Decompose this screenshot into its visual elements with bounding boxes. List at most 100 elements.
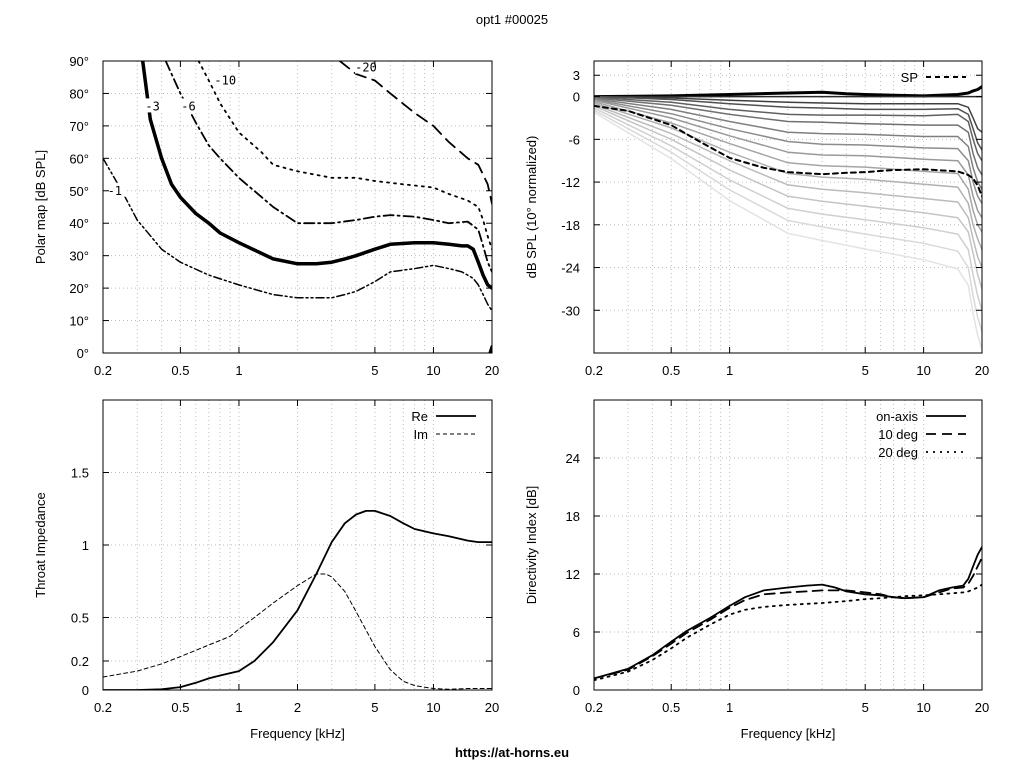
contour-label-bg (214, 72, 237, 87)
x-tick-label: 5 (371, 363, 378, 378)
y-tick-label: 50° (69, 184, 89, 199)
series-line-30 (594, 95, 982, 151)
x-tick-label: 1 (726, 363, 733, 378)
y-tick-label: 0.5 (71, 611, 89, 626)
legend-label: 10 deg (878, 427, 918, 442)
contour-label: -3 (145, 99, 159, 113)
y-tick-label: 3 (573, 68, 580, 83)
x-tick-label: 1 (235, 363, 242, 378)
series-line-sp (594, 104, 982, 198)
series-line-10 (197, 61, 492, 251)
legend-label: 20 deg (878, 445, 918, 460)
x-tick-label: 10 (426, 363, 440, 378)
y-tick-label: 12 (566, 567, 580, 582)
series-line-6 (164, 61, 492, 273)
series-line-0 (594, 85, 982, 99)
x-tick-label: 1 (726, 700, 733, 715)
series-line-1 (103, 157, 492, 312)
x-tick-label: 10 (916, 700, 930, 715)
x-tick-label: 10 (426, 700, 440, 715)
series-line-on-axis (594, 546, 982, 680)
y-tick-label: 10° (69, 314, 89, 329)
y-tick-label: 1 (82, 538, 89, 553)
series-line-40 (594, 96, 982, 162)
throat-impedance-panel: 0.2 0.5 1 2 5 10 20 0 0.2 0.5 1 1.5 Throat Impedance… (33, 399, 499, 741)
y-axis-label: Directivity Index [dB] (524, 486, 539, 605)
legend-label: on-axis (876, 409, 918, 424)
series-line-100 (594, 102, 982, 251)
plot-frame (593, 60, 983, 354)
y-axis-label: Polar map [dB SPL] (33, 150, 48, 264)
y-axis-label: dB SPL (10° normalized) (524, 136, 539, 279)
series-line-140 (594, 109, 982, 333)
x-tick-label: 2 (294, 700, 301, 715)
series-line-im (103, 573, 492, 690)
x-tick-label: 0.5 (662, 700, 680, 715)
legend-label: SP (901, 70, 918, 85)
y-tick-label: 6 (573, 625, 580, 640)
directivity-index-panel: 0.2 0.5 1 5 10 20 0 6 12 18 24 Directivity Index [d… (524, 399, 989, 741)
contour-label: -10 (214, 73, 236, 87)
series-line-80 (594, 99, 982, 219)
y-tick-label: 0 (82, 683, 89, 698)
x-tick-label: 0.5 (171, 700, 189, 715)
series-line-70 (594, 98, 982, 205)
plot-area (103, 61, 492, 353)
y-tick-label: 0 (573, 683, 580, 698)
y-tick-label: 0 (573, 90, 580, 105)
y-tick-label: 0.2 (71, 654, 89, 669)
figure-title: opt1 #00025 (476, 12, 548, 27)
y-tick-label: 70° (69, 119, 89, 134)
y-tick-label: -12 (561, 175, 580, 190)
contour-label-bg (177, 98, 200, 113)
plot-frame (593, 399, 983, 691)
series-line-120 (594, 105, 982, 290)
x-tick-label: 0.5 (662, 363, 680, 378)
polar-map-panel: -1 -3 -6 -10 -20 0.2 0.5 1 5 10 20 0° 10° 20° 30° 40° 50… (33, 54, 499, 378)
x-axis-label: Frequency [kHz] (741, 726, 836, 741)
x-tick-label: 0.2 (94, 363, 112, 378)
series-line-60 (594, 97, 982, 190)
x-tick-label: 5 (371, 700, 378, 715)
plot-frame (102, 60, 493, 354)
x-tick-label: 0.2 (585, 700, 603, 715)
series-line-10-deg (594, 556, 982, 680)
plot-area (594, 85, 982, 351)
y-tick-label: 24 (566, 451, 580, 466)
y-tick-label: 80° (69, 86, 89, 101)
x-tick-label: 5 (862, 363, 869, 378)
x-tick-label: 20 (485, 363, 499, 378)
x-tick-label: 20 (485, 700, 499, 715)
y-tick-label: 20° (69, 281, 89, 296)
series-line-50 (594, 97, 982, 176)
y-axis-label: Throat Impedance (33, 492, 48, 598)
x-tick-label: 0.2 (585, 363, 603, 378)
series-line-90 (594, 100, 982, 233)
contour-label-bg (103, 182, 126, 197)
x-tick-label: 0.5 (171, 363, 189, 378)
y-tick-label: -6 (568, 132, 580, 147)
legend-label: Re (411, 409, 428, 424)
series-line-re (103, 509, 492, 690)
series-line-20-deg (594, 583, 982, 682)
series-line-130 (594, 107, 982, 312)
x-tick-label: 20 (975, 363, 989, 378)
contour-label: -20 (355, 60, 377, 74)
contour-label: -6 (181, 99, 195, 113)
series-line-3 (140, 61, 492, 290)
contour-label: -1 (108, 184, 122, 198)
y-tick-label: 18 (566, 509, 580, 524)
y-tick-label: -24 (561, 261, 580, 276)
contour-label-bg (141, 98, 164, 113)
plot-area (103, 509, 492, 690)
series-line-110 (594, 103, 982, 269)
series-line-20 (338, 61, 492, 205)
x-tick-label: 0.2 (94, 700, 112, 715)
y-tick-label: 1.5 (71, 466, 89, 481)
legend-label: Im (414, 427, 428, 442)
y-tick-label: -18 (561, 218, 580, 233)
series-line-20 (594, 95, 982, 133)
y-tick-label: 90° (69, 54, 89, 69)
